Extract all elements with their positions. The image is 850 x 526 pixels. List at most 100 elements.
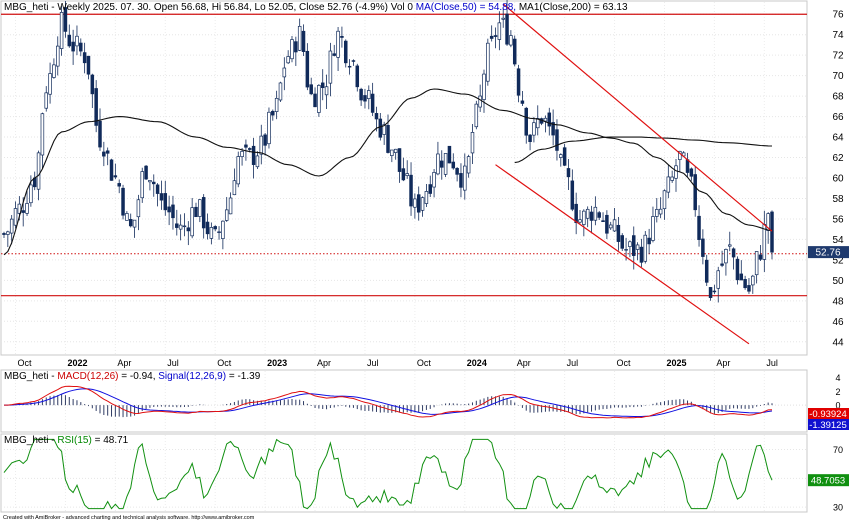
- candle-body: [328, 50, 333, 84]
- macd-tick-label: 0: [835, 401, 840, 411]
- candle-body: [528, 134, 532, 142]
- candle-body: [367, 90, 371, 99]
- candle-body: [201, 197, 206, 229]
- candle-body: [263, 134, 267, 146]
- candle-body: [255, 155, 260, 168]
- candle-body: [309, 84, 313, 95]
- candle-body: [731, 248, 736, 258]
- candle-body: [175, 223, 179, 228]
- last-price-box: [808, 246, 849, 259]
- price-tick-label: 52: [832, 255, 844, 266]
- candle-body: [701, 238, 705, 257]
- rsi-grid: [1, 435, 807, 511]
- candle-body: [697, 215, 701, 240]
- candle-body: [94, 88, 98, 126]
- candle-body: [451, 161, 456, 169]
- candle-body: [509, 35, 513, 46]
- candle-body: [305, 50, 310, 88]
- x-tick-label: Jul: [167, 358, 179, 368]
- price-tick-label: 48: [832, 296, 844, 307]
- candle-body: [751, 275, 755, 286]
- candle-body: [689, 168, 694, 177]
- candle-body: [75, 35, 79, 47]
- rsi-tick-label: 30: [833, 503, 843, 513]
- candle-body: [44, 92, 48, 109]
- candle-body: [244, 144, 248, 148]
- candle-body: [524, 107, 528, 136]
- macd-tick-label: 4: [835, 373, 840, 383]
- macd-lines: [4, 385, 773, 419]
- candle-body: [67, 34, 72, 47]
- candle-body: [59, 12, 64, 49]
- candle-body: [662, 190, 667, 210]
- candle-body: [489, 35, 494, 39]
- x-tick-label: 2023: [267, 358, 287, 368]
- x-tick-label: 2022: [67, 358, 87, 368]
- candle-body: [582, 210, 586, 225]
- candle-body: [420, 197, 425, 211]
- candle-body: [440, 160, 444, 168]
- candle-body: [259, 135, 264, 155]
- macd-value-label: -0.93924: [809, 409, 847, 420]
- candle-body: [178, 224, 183, 230]
- candle-body: [547, 112, 552, 127]
- footer-credit: Created with AmiBroker - advanced charti…: [3, 515, 255, 521]
- candle-body: [71, 41, 75, 52]
- candle-body: [728, 244, 732, 247]
- candle-body: [140, 171, 144, 199]
- candle-body: [635, 244, 640, 250]
- price-trend-channel: [495, 3, 773, 345]
- candle-body: [63, 7, 68, 32]
- candle-body: [428, 184, 432, 194]
- candle-body: [182, 225, 187, 228]
- candle-body: [25, 203, 29, 214]
- candle-body: [313, 93, 317, 108]
- candle-body: [363, 95, 367, 102]
- candle-body: [105, 150, 110, 154]
- candle-body: [386, 124, 390, 153]
- x-tick-label: Jul: [766, 358, 778, 368]
- candle-body: [82, 52, 87, 64]
- candle-body: [378, 118, 383, 138]
- macd-pane[interactable]: MBG_heti - MACD(12,26) = -0.94, Signal(1…: [0, 369, 808, 433]
- candle-body: [351, 60, 356, 62]
- candle-body: [271, 110, 275, 116]
- rsi-pane[interactable]: MBG_heti - RSI(15) = 48.71: [0, 433, 808, 513]
- candle-body: [167, 206, 171, 213]
- candle-body: [766, 213, 770, 231]
- rsi-tick-label: 70: [833, 445, 843, 455]
- candle-body: [593, 206, 598, 221]
- macd-title: MBG_heti - MACD(12,26) = -0.94, Signal(1…: [4, 371, 261, 382]
- price-tick-label: 50: [832, 276, 844, 287]
- x-tick-label: Apr: [117, 358, 131, 368]
- candle-body: [324, 86, 329, 96]
- candle-body: [359, 88, 363, 101]
- candle-body: [612, 219, 617, 232]
- rsi-title: MBG_heti - RSI(15) = 48.71: [4, 435, 129, 446]
- x-tick-label: Apr: [716, 358, 730, 368]
- candle-body: [532, 122, 536, 136]
- candle-body: [720, 263, 724, 266]
- candle-body: [758, 254, 763, 260]
- candle-body: [585, 208, 590, 219]
- candle-body: [512, 38, 517, 65]
- signal-value-box: [808, 419, 849, 430]
- candle-body: [712, 290, 717, 293]
- ma50-line: [3, 88, 773, 256]
- candle-body: [578, 219, 582, 223]
- candle-body: [678, 150, 682, 160]
- candle-body: [286, 56, 290, 64]
- price-candles: [2, 0, 774, 303]
- price-pane[interactable]: MBG_heti - Weekly 2025. 07. 30. Open 56.…: [0, 0, 808, 356]
- candle-body: [655, 209, 659, 217]
- price-tick-label: 46: [832, 317, 844, 328]
- candle-body: [551, 122, 555, 136]
- candle-body: [608, 224, 613, 229]
- candle-body: [643, 234, 648, 262]
- candle-body: [155, 184, 160, 194]
- price-tick-label: 64: [832, 133, 844, 144]
- price-tick-label: 62: [832, 153, 844, 164]
- x-tick-label: Apr: [317, 358, 331, 368]
- candle-body: [48, 73, 52, 95]
